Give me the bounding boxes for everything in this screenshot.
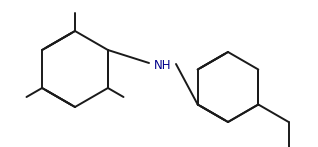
Text: NH: NH	[154, 59, 172, 71]
